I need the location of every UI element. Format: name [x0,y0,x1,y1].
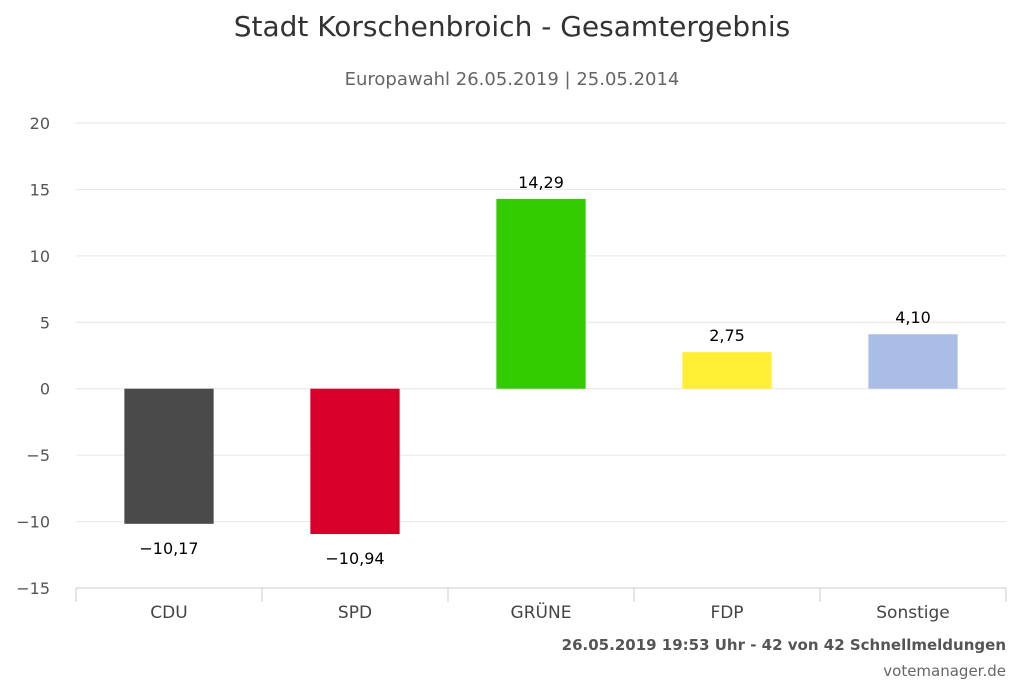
x-category-label: Sonstige [876,603,949,623]
bar-spd[interactable] [310,388,400,535]
data-label: 14,29 [518,173,564,192]
data-label: 2,75 [709,326,745,345]
y-tick-label: 10 [30,247,50,266]
footer-credit: 26.05.2019 19:53 Uhr - 42 von 42 Schnell… [561,636,1006,654]
data-label: −10,94 [325,549,384,568]
x-category-label: SPD [338,603,372,623]
data-label: −10,17 [139,539,198,558]
bar-fdp[interactable] [682,352,772,389]
x-category-label: FDP [710,603,743,623]
bar-sonstige[interactable] [868,334,958,389]
x-category-label: CDU [150,603,187,623]
x-axis: CDU SPD GRÜNE FDP Sonstige [75,588,1007,623]
data-label: 4,10 [895,308,931,327]
bars [124,198,958,535]
y-tick-label: −5 [26,446,50,465]
chart-subtitle: Europawahl 26.05.2019 | 25.05.2014 [344,69,680,90]
y-tick-label: −15 [16,579,50,598]
bar-grüne[interactable] [496,198,586,389]
y-axis: 20 15 10 5 0 −5 −10 −15 [16,114,50,598]
bar-cdu[interactable] [124,388,214,524]
y-tick-label: 20 [30,114,50,133]
y-tick-label: 15 [30,180,50,199]
data-labels: −10,17 −10,94 14,29 2,75 4,10 [139,173,930,568]
grid-lines [76,122,1006,589]
y-tick-label: −10 [16,513,50,532]
y-tick-label: 5 [40,313,50,332]
chart-title: Stadt Korschenbroich - Gesamtergebnis [233,10,791,43]
footer-source[interactable]: votemanager.de [883,662,1006,680]
x-category-label: GRÜNE [511,601,572,623]
y-tick-label: 0 [40,380,50,399]
